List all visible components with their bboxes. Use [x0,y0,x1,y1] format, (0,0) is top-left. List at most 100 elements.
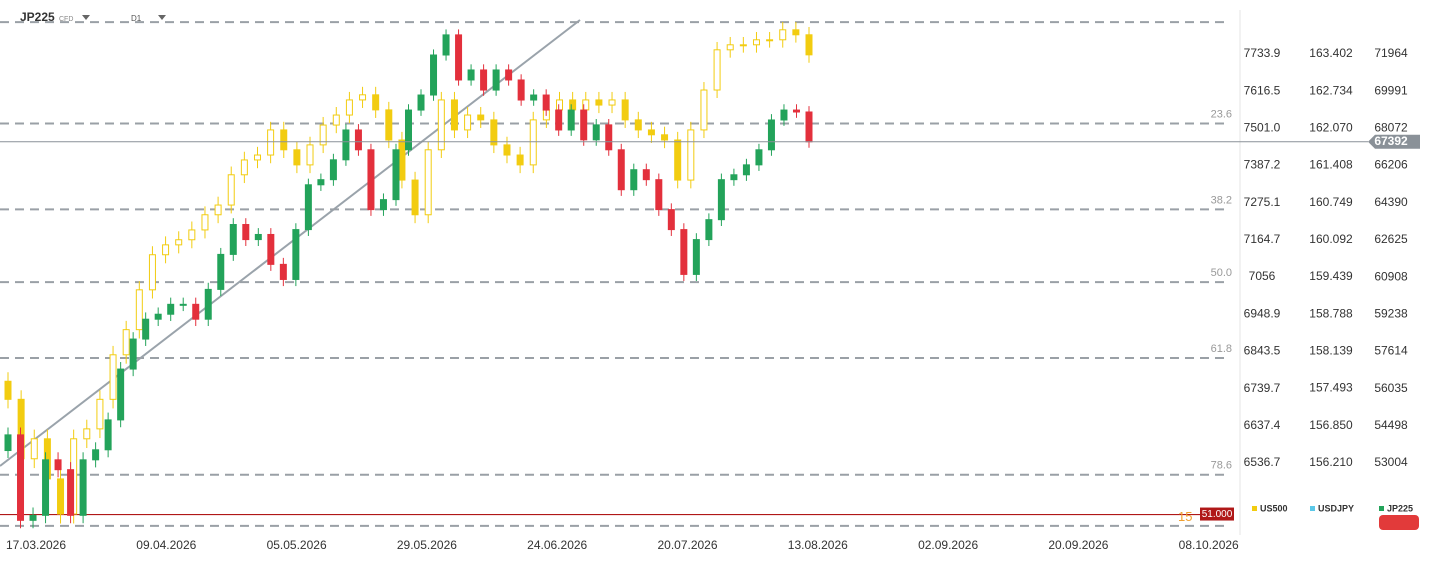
jp225-tick-label: 66206 [1374,158,1408,172]
candle-body [201,214,209,231]
candle-body [674,139,682,181]
candle-body [4,434,12,452]
candle-body [304,184,312,231]
candle-body [542,94,550,111]
market: CFD [59,16,73,23]
usdjpy-tick-label: 156.850 [1309,418,1353,432]
candle-body [621,99,629,121]
symbol[interactable]: JP225 [20,10,55,24]
candle-body [779,29,787,41]
legend-label: US500 [1260,503,1288,513]
candle-body [142,318,150,340]
candle-body [430,54,438,96]
candle-body [214,204,222,216]
jp225-tick-label: 71964 [1374,46,1408,60]
candle-body [367,149,375,211]
timeframe[interactable]: D1 [131,14,142,23]
jp225-tick-label: 64390 [1374,195,1408,209]
candle-body [450,99,458,131]
candle-body [42,459,50,516]
fib-label: 61.8 [1211,343,1232,355]
legend-swatch [1252,506,1257,511]
candle-body [766,39,774,42]
candle-body [529,119,537,166]
us500-tick-label: 7275.1 [1244,195,1281,209]
candle-body [117,368,125,421]
candle-body [605,124,613,151]
candle-body [411,179,419,216]
candle-body [739,44,747,47]
legend-label: USDJPY [1318,503,1354,513]
candle-body [229,224,237,255]
candle-body [634,119,642,131]
candle-body [135,289,143,331]
candle-body [730,174,738,181]
candle-body [505,69,513,81]
candle-body [755,149,763,166]
candle-body [317,179,325,186]
candle-body [242,224,250,241]
candle-body [379,199,387,211]
legend-badge [1379,515,1419,530]
candle-body [592,124,600,141]
jp225-tick-label: 56035 [1374,381,1408,395]
candle-body [148,254,156,291]
legend-swatch [1379,506,1384,511]
candle-body [293,149,301,166]
candle-body [517,79,525,101]
x-tick-label: 13.08.2026 [788,538,848,552]
jp225-tick-label: 69991 [1374,83,1408,97]
timeframe-dropdown[interactable] [158,15,166,20]
candle-body [188,229,196,241]
alert-tag [1200,507,1234,521]
x-tick-label: 02.09.2026 [918,538,978,552]
candle-body [398,139,406,181]
us500-tick-label: 7733.9 [1244,46,1281,60]
candle-body [467,69,475,81]
candle-body [687,129,695,181]
us500-tick-label: 6739.7 [1244,381,1281,395]
jp225-tick-label: 60908 [1374,269,1408,283]
candle-body [455,34,463,81]
x-tick-label: 29.05.2026 [397,538,457,552]
us500-tick-label: 6536.7 [1244,455,1281,469]
candle-body [767,119,775,151]
candle-body [109,354,117,400]
candle-body [805,111,813,143]
x-tick-label: 05.05.2026 [267,538,327,552]
usdjpy-tick-label: 156.210 [1309,455,1353,469]
candle-body [792,29,800,36]
candle-body [569,99,577,111]
legend-swatch [1310,506,1315,511]
candle-body [442,34,450,56]
candle-body [805,34,813,56]
candle-body [530,94,538,101]
candle-body [92,449,100,461]
fib-label: 50.0 [1211,267,1232,279]
jp225-tick-label: 57614 [1374,344,1408,358]
candle-body [480,69,488,91]
last-price-tag [1368,134,1420,149]
candle-body [359,94,367,101]
candle-body [4,380,12,400]
candle-body [792,109,800,113]
symbol-dropdown[interactable] [82,15,90,20]
candle-body [67,469,75,516]
us500-tick-label: 7056 [1249,269,1276,283]
candle-body [179,303,187,306]
x-tick-label: 17.03.2026 [6,538,66,552]
candle-body [692,239,700,275]
candle-body [608,99,616,106]
x-tick-label: 24.06.2026 [527,538,587,552]
fib-label: 38.2 [1211,194,1232,206]
candle-body [516,154,524,166]
candle-body [162,244,170,256]
us500-tick-label: 7501.0 [1244,120,1281,134]
candle-body [253,154,261,161]
alert-label: 51.000 [1202,509,1233,520]
candle-body [661,134,669,141]
candle-body [726,44,734,51]
jp225-tick-label: 68072 [1374,121,1408,135]
